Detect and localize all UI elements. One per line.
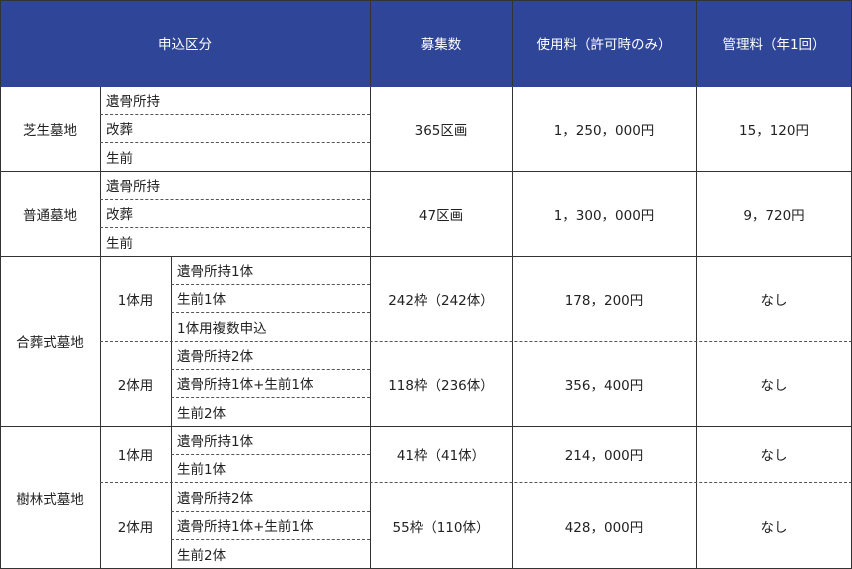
recruit-futsu: 47区画 [418, 207, 464, 224]
recruit-gassou-two: 118枠（236体） [388, 377, 494, 394]
mgmt-jurin-one: なし [760, 448, 788, 464]
fee-gassou-two: 356，400円 [564, 377, 644, 394]
gassou-one-label: 1体用 [117, 292, 154, 309]
fee-jurin-two: 428，000円 [564, 519, 644, 536]
type-gassou-one-1: 生前1体 [177, 292, 227, 308]
type-jurin-two-1: 遺骨所持1体+生前1体 [177, 519, 314, 535]
recruit-jurin-one: 41枠（41体） [396, 448, 486, 464]
type-futsu-2: 生前 [106, 235, 133, 252]
jurin-one-label: 1体用 [117, 448, 154, 464]
row-name-futsu: 普通墓地 [23, 207, 77, 224]
type-jurin-one-1: 生前1体 [177, 462, 227, 478]
jurin-two-label: 2体用 [117, 519, 154, 536]
type-futsu-1: 改葬 [106, 207, 133, 223]
type-jurin-one-0: 遺骨所持1体 [177, 434, 254, 450]
type-futsu-0: 遺骨所持 [106, 179, 160, 195]
mgmt-gassou-two: なし [760, 377, 788, 394]
table-header [0, 0, 852, 86]
type-gassou-two-2: 生前2体 [177, 405, 227, 422]
mgmt-shibafu: 15，120円 [739, 122, 809, 139]
recruit-gassou-one: 242枠（242体） [388, 292, 494, 309]
recruit-jurin-two: 55枠（110体） [392, 519, 490, 536]
type-gassou-two-1: 遺骨所持1体+生前1体 [177, 377, 314, 393]
header-recruit: 募集数 [420, 37, 462, 53]
recruit-shibafu: 365区画 [414, 122, 468, 139]
fee-futsu: 1，300，000円 [553, 207, 655, 224]
row-name-jurin: 樹林式墓地 [16, 491, 84, 508]
type-shibafu-0: 遺骨所持 [106, 94, 160, 110]
mgmt-futsu: 9，720円 [743, 207, 805, 224]
mgmt-gassou-one: なし [760, 292, 788, 309]
header-category: 申込区分 [158, 37, 212, 53]
header-mgmt: 管理料（年1回） [722, 37, 826, 53]
type-shibafu-2: 生前 [106, 150, 133, 167]
type-jurin-two-2: 生前2体 [177, 547, 227, 564]
type-shibafu-1: 改葬 [106, 122, 133, 138]
fee-shibafu: 1，250，000円 [553, 122, 655, 139]
type-gassou-one-2: 1体用複数申込 [177, 320, 267, 337]
row-name-shibafu: 芝生墓地 [23, 122, 77, 139]
fee-gassou-one: 178，200円 [564, 292, 644, 309]
type-jurin-two-0: 遺骨所持2体 [177, 490, 254, 507]
mgmt-jurin-two: なし [760, 519, 788, 536]
gassou-two-label: 2体用 [117, 377, 154, 394]
row-name-gassou: 合葬式墓地 [16, 335, 84, 351]
fee-jurin-one: 214，000円 [564, 448, 644, 464]
type-gassou-one-0: 遺骨所持1体 [177, 264, 254, 280]
type-gassou-two-0: 遺骨所持2体 [177, 349, 254, 365]
header-fee: 使用料（許可時のみ） [536, 37, 672, 53]
